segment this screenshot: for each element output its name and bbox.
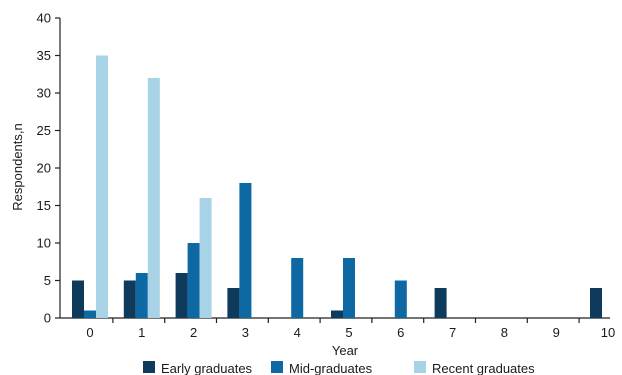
x-tick-label: 9: [553, 325, 560, 340]
x-tick-label: 10: [601, 325, 615, 340]
bar: [434, 288, 447, 318]
bar: [72, 280, 84, 318]
y-tick-label: 20: [37, 161, 51, 176]
legend-entry: Mid-graduates: [289, 361, 373, 375]
bar: [343, 258, 355, 318]
x-tick-label: 4: [294, 325, 301, 340]
y-axis-title: Respondents,n: [10, 123, 25, 210]
y-tick-label: 40: [37, 11, 51, 26]
bar: [227, 288, 240, 318]
legend-swatch: [143, 361, 155, 373]
x-tick-label: 8: [501, 325, 508, 340]
x-tick-label: 0: [86, 325, 93, 340]
legend: Early graduates Mid-graduates Recent gradu…: [143, 361, 535, 375]
y-tick-label: 15: [37, 198, 51, 213]
y-tick-label: 25: [37, 123, 51, 138]
legend-swatch: [271, 361, 283, 373]
y-tick-label: 35: [37, 48, 51, 63]
bar: [331, 310, 343, 318]
legend-entry: Recent graduates: [432, 361, 535, 375]
x-tick-label: 7: [449, 325, 456, 340]
legend-swatch: [414, 361, 426, 373]
y-tick-label: 30: [37, 86, 51, 101]
y-tick-label: 10: [37, 236, 51, 251]
x-tick-label: 2: [190, 325, 197, 340]
y-tick-label: 5: [44, 273, 51, 288]
bar: [187, 243, 200, 318]
plot-area: 0 5 10 15 20 25 30 35 40 0 1 2 3 4 5 6 7 8 9 10: [37, 11, 616, 341]
bar: [123, 280, 136, 318]
x-tick-label: 3: [242, 325, 249, 340]
x-tick-label: 1: [138, 325, 145, 340]
bar: [84, 310, 96, 318]
bar: [147, 78, 160, 318]
bar: [394, 280, 407, 318]
bar: [175, 273, 188, 318]
x-axis-title: Year: [332, 343, 359, 358]
bar: [199, 198, 212, 318]
bar: [96, 55, 108, 318]
x-tick-label: 5: [345, 325, 352, 340]
x-tick-label: 6: [397, 325, 404, 340]
bar: [590, 288, 602, 318]
bar: [239, 183, 252, 318]
legend-entry: Early graduates: [161, 361, 253, 375]
bar: [291, 258, 304, 318]
y-tick-label: 0: [44, 311, 51, 326]
bar: [135, 273, 148, 318]
